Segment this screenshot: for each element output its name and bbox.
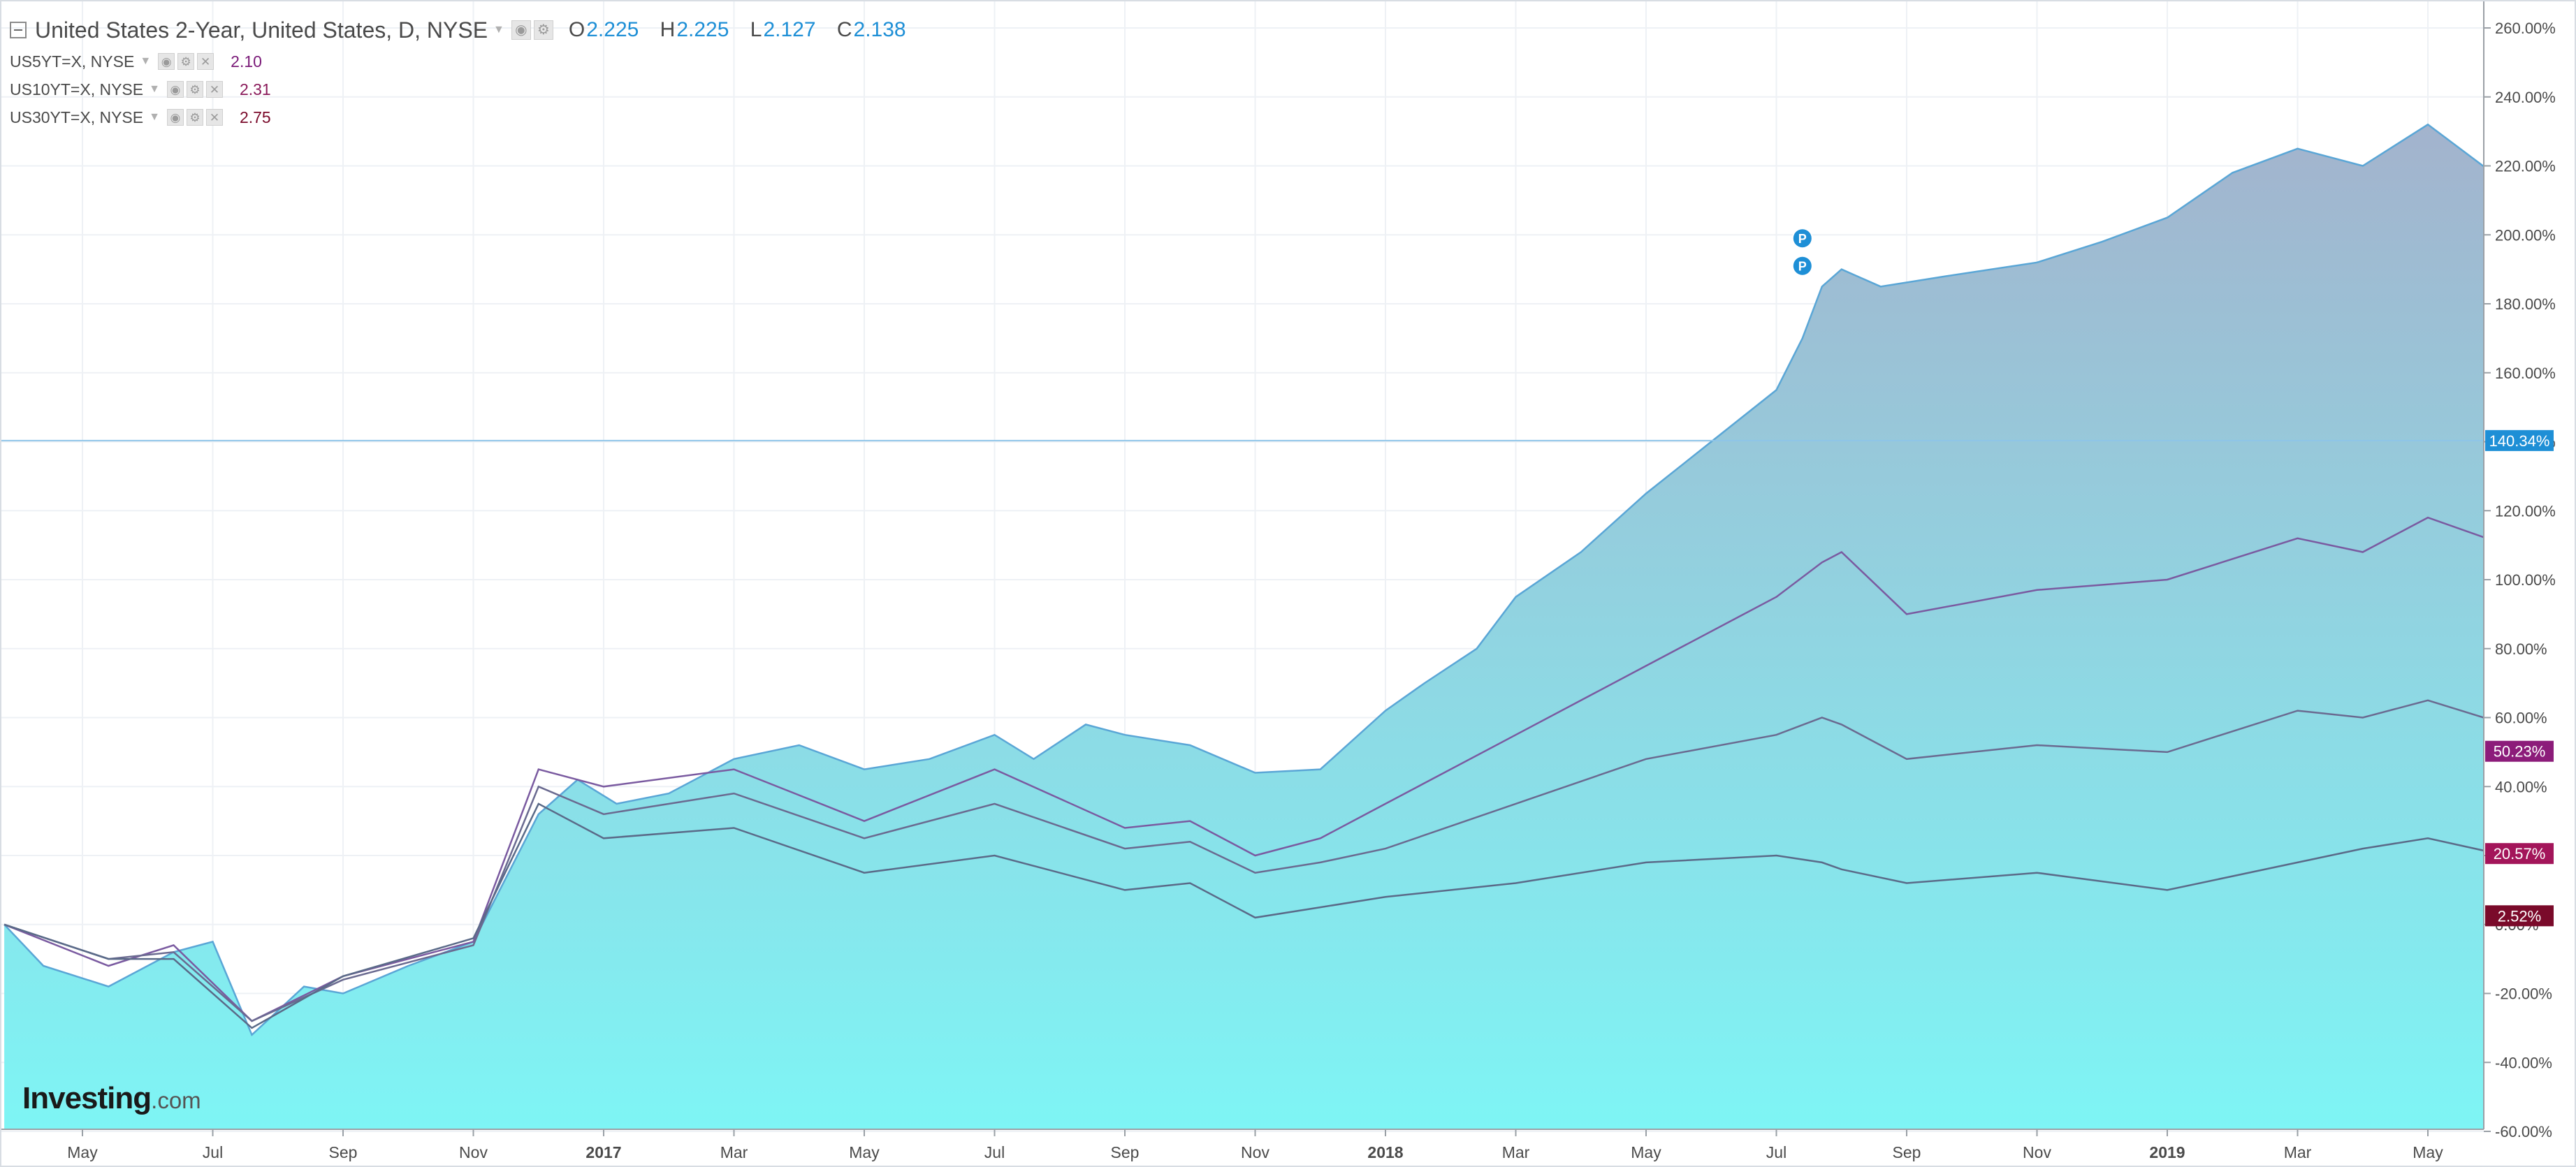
series-line-1 [3, 516, 2484, 1022]
x-tick-label: Sep [329, 1143, 358, 1161]
low-value: 2.127 [763, 18, 816, 41]
gear-icon[interactable]: ⚙ [186, 81, 203, 98]
end-label-bg [2485, 905, 2554, 927]
y-tick-label: 120.00% [2495, 502, 2556, 520]
y-tick-label: 220.00% [2495, 158, 2556, 175]
x-tick-label: Mar [720, 1143, 748, 1161]
legend-value: 2.75 [239, 108, 271, 126]
x-tick-label: May [849, 1143, 880, 1161]
logo-brand: Investing [22, 1081, 152, 1115]
high-value: 2.225 [676, 18, 729, 41]
chevron-down-icon[interactable]: ▼ [149, 111, 160, 123]
legend-value: 2.31 [239, 80, 271, 98]
end-label-bg [2485, 843, 2554, 865]
series-area [4, 124, 2484, 1129]
legend-label: US10YT=X, NYSE [10, 80, 144, 98]
x-tick-label: Jul [203, 1143, 223, 1161]
high-key: H [660, 18, 676, 41]
eye-icon[interactable]: ◉ [166, 109, 184, 126]
y-tick-label: 60.00% [2495, 710, 2547, 727]
x-tick-label: Sep [1893, 1143, 1921, 1161]
x-tick-label: Sep [1111, 1143, 1140, 1161]
x-tick-label: Mar [1502, 1143, 1530, 1161]
chevron-down-icon[interactable]: ▼ [149, 83, 160, 95]
chart-title: United States 2-Year, United States, D, … [35, 17, 488, 43]
y-tick-label: 160.00% [2495, 365, 2556, 382]
series-line-3 [3, 802, 2484, 1029]
y-tick-label: 260.00% [2495, 20, 2556, 37]
y-tick-label: 200.00% [2495, 226, 2556, 244]
event-marker [1791, 255, 1813, 277]
end-label: 50.23% [2494, 743, 2546, 761]
event-markers: PP [1791, 228, 1813, 277]
y-tick-label: 240.00% [2495, 89, 2556, 106]
low-key: L [750, 18, 762, 41]
logo-domain: .com [151, 1087, 201, 1113]
open-value: 2.225 [586, 18, 639, 41]
x-tick-label: Mar [2284, 1143, 2312, 1161]
legend-label: US5YT=X, NYSE [10, 52, 135, 71]
gear-icon[interactable]: ⚙ [177, 53, 195, 70]
eye-icon[interactable]: ◉ [511, 20, 531, 40]
investing-logo: Investing.com [22, 1081, 201, 1116]
x-tick-label: Jul [984, 1143, 1005, 1161]
x-tick-label: 2017 [585, 1143, 621, 1161]
legend-value: 2.10 [231, 52, 262, 71]
end-label: 20.57% [2494, 845, 2546, 863]
ohlc-values: O2.225 H2.225 L2.127 C2.138 [569, 18, 922, 42]
x-tick-label: 2019 [2149, 1143, 2185, 1161]
eye-icon[interactable]: ◉ [166, 81, 184, 98]
eye-icon[interactable]: ◉ [158, 53, 175, 70]
series-layer [1, 123, 2484, 1129]
x-tick-label: Nov [1241, 1143, 1269, 1161]
legend-row-us5y[interactable]: US5YT=X, NYSE ▼ ◉ ⚙ ✕ 2.10 [10, 47, 922, 75]
legend-label: US30YT=X, NYSE [10, 108, 144, 126]
end-label-bg [2485, 430, 2554, 451]
close-icon[interactable]: ✕ [205, 109, 223, 126]
y-tick-label: 100.00% [2495, 571, 2556, 589]
close-value: 2.138 [853, 18, 906, 41]
x-tick-label: Nov [2023, 1143, 2051, 1161]
y-tick-label: 80.00% [2495, 640, 2547, 658]
chevron-down-icon[interactable]: ▼ [493, 24, 504, 36]
x-tick-label: May [2413, 1143, 2443, 1161]
end-label-bg [2485, 740, 2554, 762]
x-tick-label: May [1631, 1143, 1661, 1161]
close-icon[interactable]: ✕ [197, 53, 214, 70]
x-tick-label: Nov [459, 1143, 488, 1161]
y-tick-label: -20.00% [2495, 985, 2552, 1003]
y-tick-label: -40.00% [2495, 1054, 2552, 1071]
event-marker-label: P [1798, 260, 1807, 274]
end-label: 140.34% [2489, 432, 2550, 450]
gear-icon[interactable]: ⚙ [186, 109, 203, 126]
collapse-icon[interactable] [10, 22, 27, 38]
y-tick-label: 40.00% [2495, 778, 2547, 795]
y-tick-label: -60.00% [2495, 1123, 2552, 1140]
legend-row-us30y[interactable]: US30YT=X, NYSE ▼ ◉ ⚙ ✕ 2.75 [10, 103, 922, 131]
event-marker-label: P [1798, 232, 1807, 246]
chart-legend: United States 2-Year, United States, D, … [10, 13, 922, 131]
chevron-down-icon[interactable]: ▼ [140, 55, 152, 67]
gear-icon[interactable]: ⚙ [533, 20, 553, 40]
open-key: O [568, 18, 585, 41]
event-marker [1791, 228, 1813, 249]
x-tick-label: 2018 [1367, 1143, 1403, 1161]
series-line-2 [3, 699, 2484, 1022]
close-key: C [836, 18, 852, 41]
x-tick-label: Jul [1766, 1143, 1787, 1161]
main-series-legend: United States 2-Year, United States, D, … [10, 13, 922, 47]
close-icon[interactable]: ✕ [205, 81, 223, 98]
y-tick-label: 180.00% [2495, 295, 2556, 313]
x-tick-label: May [67, 1143, 98, 1161]
end-label: 2.52% [2498, 907, 2541, 925]
legend-row-us10y[interactable]: US10YT=X, NYSE ▼ ◉ ⚙ ✕ 2.31 [10, 75, 922, 103]
